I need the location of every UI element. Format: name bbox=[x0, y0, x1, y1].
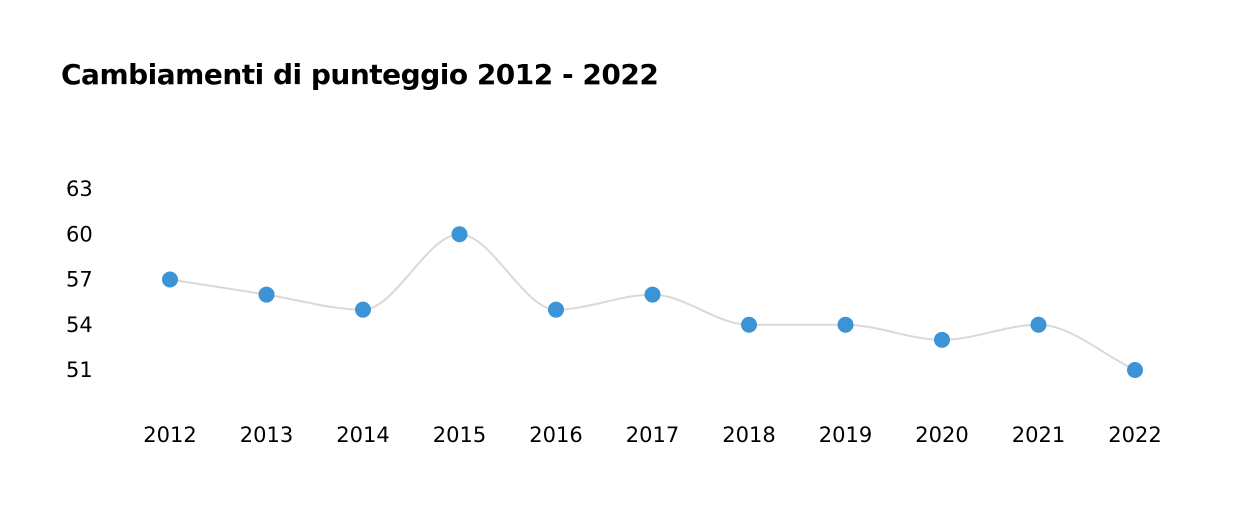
x-tick-label: 2016 bbox=[529, 423, 582, 447]
y-tick-label: 57 bbox=[66, 268, 93, 292]
data-point bbox=[934, 331, 950, 348]
data-point bbox=[837, 316, 854, 333]
y-axis-ticks: 51 54 57 60 63 bbox=[66, 177, 93, 382]
data-point bbox=[741, 316, 757, 333]
x-tick-label: 2020 bbox=[915, 423, 968, 447]
x-tick-label: 2017 bbox=[626, 423, 679, 447]
data-point bbox=[548, 301, 564, 318]
x-tick-label: 2019 bbox=[819, 423, 872, 447]
x-tick-label: 2013 bbox=[240, 423, 293, 447]
y-tick-label: 54 bbox=[66, 313, 93, 337]
x-axis-ticks: 2012 2013 2014 2015 2016 2017 2018 2019 2020 2021… bbox=[143, 423, 1161, 447]
y-tick-label: 51 bbox=[66, 358, 93, 382]
data-point bbox=[644, 286, 661, 303]
data-point bbox=[451, 226, 468, 243]
chart-title: Cambiamenti di punteggio 2012 - 2022 bbox=[61, 58, 659, 91]
x-tick-label: 2021 bbox=[1012, 423, 1065, 447]
x-tick-label: 2014 bbox=[336, 423, 389, 447]
x-tick-label: 2022 bbox=[1108, 423, 1161, 447]
y-tick-label: 60 bbox=[66, 222, 93, 246]
data-point bbox=[1127, 362, 1143, 378]
x-tick-label: 2012 bbox=[143, 423, 196, 447]
data-points bbox=[162, 226, 1143, 378]
data-point bbox=[162, 271, 178, 288]
data-point bbox=[355, 301, 371, 318]
x-tick-label: 2015 bbox=[433, 423, 486, 447]
x-tick-label: 2018 bbox=[722, 423, 775, 447]
data-point bbox=[1030, 316, 1047, 333]
y-tick-label: 63 bbox=[66, 177, 93, 201]
series-line bbox=[169, 233, 1136, 371]
data-point bbox=[258, 286, 275, 303]
